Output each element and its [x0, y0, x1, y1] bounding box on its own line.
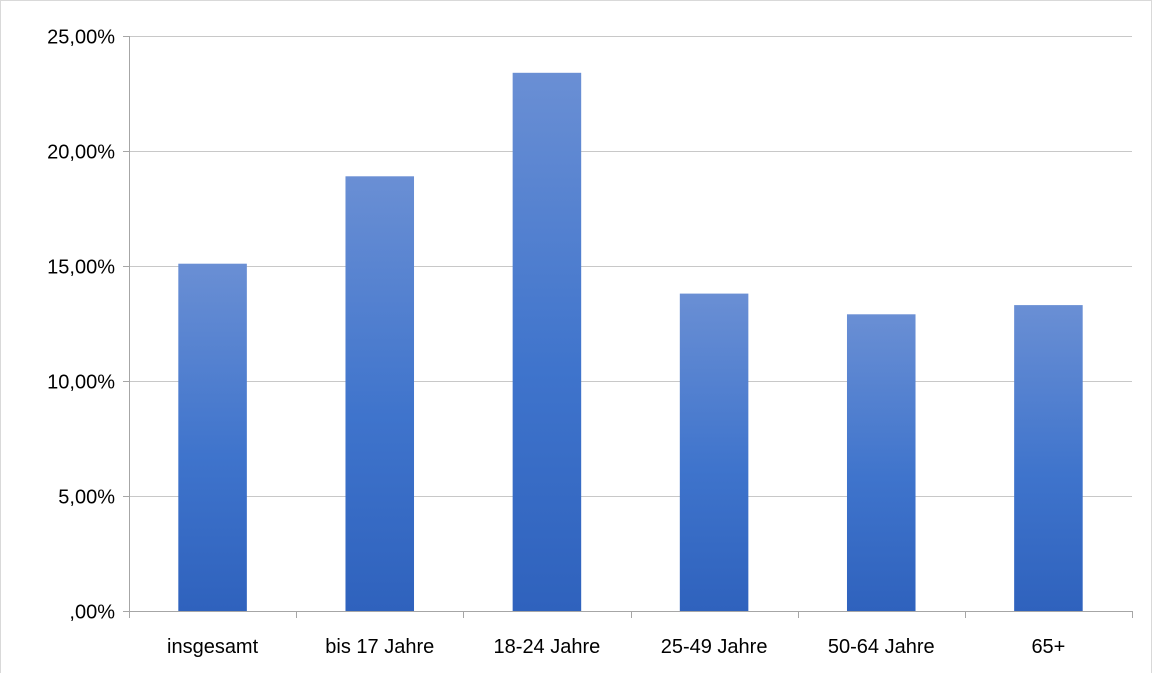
gridlines — [129, 36, 1132, 497]
x-tick-label: 25-49 Jahre — [661, 636, 768, 658]
x-tick-label: bis 17 Jahre — [325, 636, 434, 658]
bar-bis-17-jahre — [345, 176, 415, 612]
y-tick-label: 15,00% — [47, 257, 115, 279]
y-tick-label: ,00% — [69, 602, 115, 624]
bars — [178, 72, 1083, 612]
x-tick-label: 50-64 Jahre — [828, 636, 935, 658]
x-tick-label: 65+ — [1031, 636, 1065, 658]
bar-50-64-jahre — [846, 314, 916, 611]
bar-25-49-jahre — [679, 293, 749, 611]
bar-65- — [1014, 305, 1083, 611]
y-tick-labels: ,00% 5,00% 10,00% 15,00% 20,00% 25,00% — [47, 27, 115, 624]
x-tick-label: 18-24 Jahre — [494, 636, 601, 658]
x-tick-labels: insgesamt bis 17 Jahre 18-24 Jahre 25-49 Ja… — [167, 636, 1065, 658]
y-tick-label: 25,00% — [47, 27, 115, 49]
y-tick-label: 5,00% — [58, 487, 115, 509]
y-tick-label: 20,00% — [47, 142, 115, 164]
x-tick-label: insgesamt — [167, 636, 259, 658]
bar-18-24-jahre — [512, 72, 582, 612]
bar-insgesamt — [178, 263, 247, 611]
y-tick-label: 10,00% — [47, 372, 115, 394]
axes — [123, 36, 1133, 618]
